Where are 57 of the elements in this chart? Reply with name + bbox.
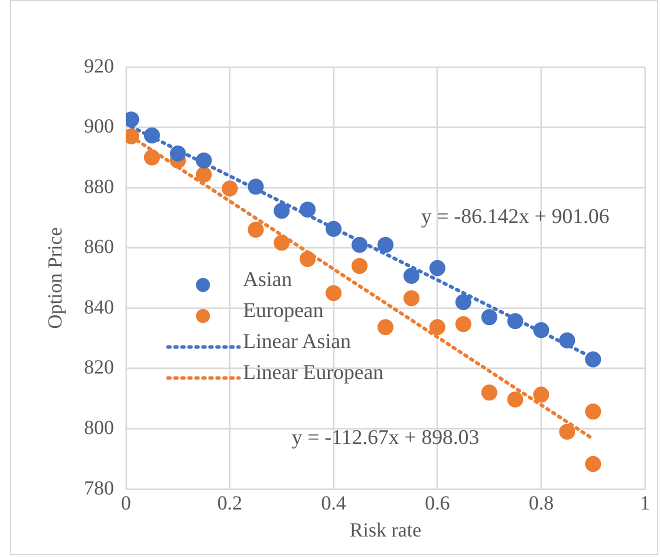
point [481, 309, 498, 326]
point [481, 384, 498, 401]
y-tick-label: 840 [84, 296, 114, 318]
point [352, 236, 368, 253]
y-tick-label: 880 [84, 176, 114, 198]
point [378, 236, 394, 253]
y-tick-label: 920 [84, 55, 114, 78]
point [274, 202, 290, 219]
point [170, 146, 186, 162]
point [326, 285, 342, 302]
point [274, 234, 290, 251]
x-axis-title: Risk rate [350, 519, 422, 542]
point [455, 316, 472, 332]
y-axis-title: Option Price [44, 227, 66, 329]
x-tick-label: 0.4 [321, 492, 346, 514]
point [533, 322, 550, 338]
y-tick-label: 860 [84, 236, 114, 258]
point [248, 178, 264, 195]
legend-label: Linear Asian [243, 329, 351, 354]
point [429, 319, 446, 336]
legend-label: Asian [243, 267, 292, 292]
point [196, 166, 212, 183]
x-tick-label: 0 [121, 492, 131, 514]
point [248, 222, 264, 238]
point [429, 260, 446, 276]
point [585, 351, 602, 368]
annotation: y = -86.142x + 901.06 [421, 204, 610, 228]
point [455, 294, 472, 310]
x-tick-label: 0.6 [424, 492, 450, 514]
x-tick-label: 0.8 [528, 492, 554, 514]
point [403, 290, 420, 306]
y-tick-label: 820 [84, 356, 114, 379]
x-tick-label: 1 [640, 492, 650, 514]
point [144, 149, 160, 166]
x-tick-label: 0.2 [217, 492, 242, 514]
point [378, 319, 394, 336]
legend-label: Linear European [243, 360, 384, 385]
point [196, 152, 212, 168]
point [300, 202, 316, 218]
point [403, 268, 420, 284]
y-tick-label: 780 [84, 477, 114, 500]
y-tick-label: 800 [84, 416, 114, 439]
point [559, 332, 576, 348]
point [352, 258, 368, 274]
point [507, 391, 524, 408]
point [559, 424, 576, 440]
point [326, 220, 342, 237]
point [144, 127, 160, 144]
point [533, 386, 550, 403]
point [585, 456, 602, 472]
point [507, 313, 524, 330]
annotation: y = -112.67x + 898.03 [292, 424, 480, 449]
y-tick-label: 900 [84, 116, 114, 138]
point [300, 251, 316, 268]
point [222, 180, 238, 196]
point [585, 404, 602, 420]
legend-label: European [243, 298, 324, 323]
